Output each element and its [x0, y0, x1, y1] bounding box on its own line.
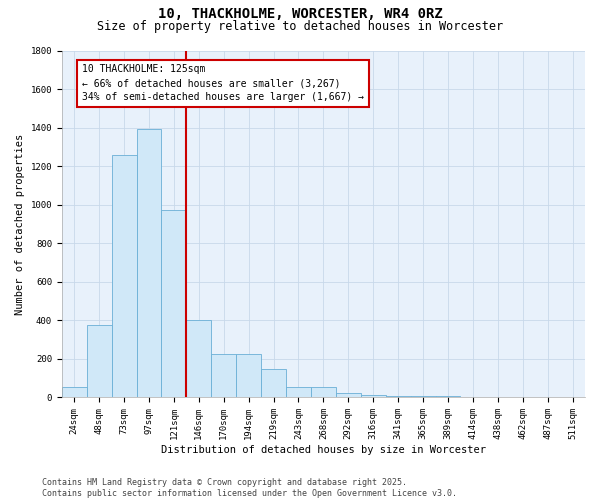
Bar — [460, 396, 485, 398]
Bar — [187, 320, 211, 398]
Bar — [137, 129, 161, 398]
Text: 10, THACKHOLME, WORCESTER, WR4 0RZ: 10, THACKHOLME, WORCESTER, WR4 0RZ — [158, 8, 442, 22]
Bar — [236, 354, 261, 398]
Bar — [161, 210, 187, 398]
Bar — [410, 396, 436, 398]
Bar — [286, 387, 311, 398]
X-axis label: Distribution of detached houses by size in Worcester: Distribution of detached houses by size … — [161, 445, 486, 455]
Bar — [485, 396, 510, 398]
Bar — [211, 354, 236, 398]
Text: Contains HM Land Registry data © Crown copyright and database right 2025.
Contai: Contains HM Land Registry data © Crown c… — [42, 478, 457, 498]
Bar — [112, 155, 137, 398]
Bar — [62, 387, 86, 398]
Y-axis label: Number of detached properties: Number of detached properties — [15, 134, 25, 315]
Bar — [386, 396, 410, 398]
Bar — [436, 396, 460, 398]
Bar — [311, 387, 336, 398]
Text: 10 THACKHOLME: 125sqm
← 66% of detached houses are smaller (3,267)
34% of semi-d: 10 THACKHOLME: 125sqm ← 66% of detached … — [82, 64, 364, 102]
Bar — [86, 326, 112, 398]
Bar — [261, 368, 286, 398]
Text: Size of property relative to detached houses in Worcester: Size of property relative to detached ho… — [97, 20, 503, 33]
Bar — [361, 394, 386, 398]
Bar — [336, 392, 361, 398]
